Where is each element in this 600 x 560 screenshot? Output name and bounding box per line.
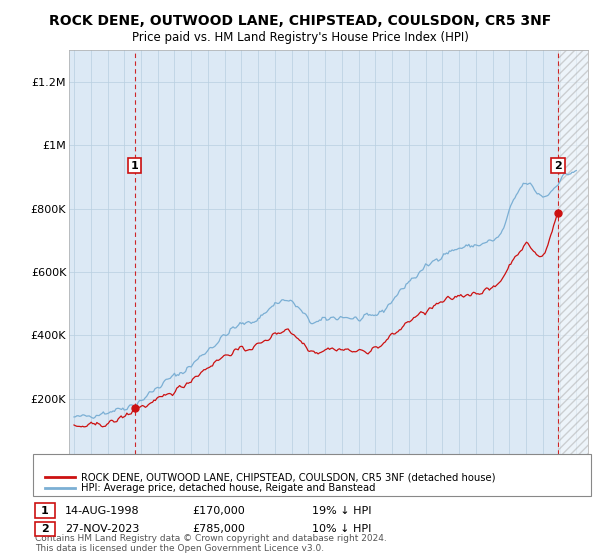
Text: 1: 1: [131, 161, 139, 171]
Text: 14-AUG-1998: 14-AUG-1998: [65, 506, 139, 516]
Text: 27-NOV-2023: 27-NOV-2023: [65, 524, 139, 534]
Text: £170,000: £170,000: [192, 506, 245, 516]
Text: HPI: Average price, detached house, Reigate and Banstead: HPI: Average price, detached house, Reig…: [81, 483, 376, 493]
Text: 1: 1: [41, 506, 49, 516]
Text: 2: 2: [554, 161, 562, 171]
Text: Contains HM Land Registry data © Crown copyright and database right 2024.
This d: Contains HM Land Registry data © Crown c…: [35, 534, 386, 553]
Text: 2: 2: [41, 524, 49, 534]
Text: 10% ↓ HPI: 10% ↓ HPI: [312, 524, 371, 534]
Text: 19% ↓ HPI: 19% ↓ HPI: [312, 506, 371, 516]
Text: Price paid vs. HM Land Registry's House Price Index (HPI): Price paid vs. HM Land Registry's House …: [131, 31, 469, 44]
Text: £785,000: £785,000: [192, 524, 245, 534]
Text: ROCK DENE, OUTWOOD LANE, CHIPSTEAD, COULSDON, CR5 3NF: ROCK DENE, OUTWOOD LANE, CHIPSTEAD, COUL…: [49, 14, 551, 28]
Bar: [558, 50, 600, 462]
Text: ROCK DENE, OUTWOOD LANE, CHIPSTEAD, COULSDON, CR5 3NF (detached house): ROCK DENE, OUTWOOD LANE, CHIPSTEAD, COUL…: [81, 472, 496, 482]
Bar: [558, 50, 600, 462]
